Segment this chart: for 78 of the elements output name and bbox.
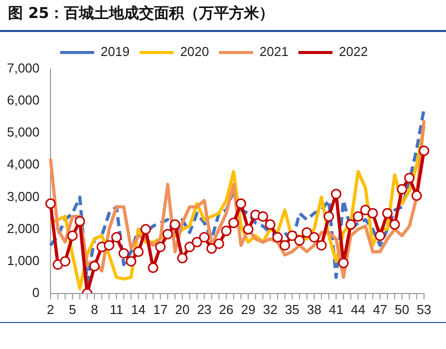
x-tick-label: 35 [284,302,300,317]
x-tick-label: 38 [306,302,322,317]
point [374,230,386,241]
point [60,256,70,267]
point [111,232,122,243]
x-tick-label: 32 [262,302,278,317]
point [411,190,422,201]
point [184,242,195,252]
point [67,230,78,241]
point [280,240,290,251]
point [243,224,254,235]
point [330,188,342,200]
x-tick-label: 11 [110,302,124,317]
point [89,260,100,272]
x-tick-label: 14 [131,302,146,317]
x-tick-label: 23 [197,302,212,317]
y-tick-label: 2,000 [6,220,40,236]
x-tick-label: 50 [394,302,410,317]
point [286,230,298,241]
x-tick-label: 47 [372,302,388,317]
x-tick-label: 41 [328,302,344,317]
point [264,219,276,230]
point [177,252,188,264]
x-tick-label: 44 [350,302,366,317]
point [162,228,173,240]
point [192,236,202,248]
x-tick-label: 29 [241,302,256,317]
point [118,248,130,259]
point [148,262,158,274]
y-tick-label: 0 [32,284,40,300]
point [214,238,224,249]
point [294,235,305,246]
point [316,240,327,251]
y-tick-label: 3,000 [6,188,40,204]
legend-label: 2022 [338,44,368,60]
y-tick-label: 1,000 [6,252,40,268]
point [104,240,114,251]
point [221,226,232,236]
point [308,232,320,243]
y-tick-label: 5,000 [6,124,40,140]
point [126,256,136,267]
point [338,258,349,268]
point [236,198,246,209]
point [199,232,210,243]
point [352,211,364,222]
point [155,242,166,252]
point [382,208,393,219]
point [367,208,378,219]
y-tick-label: 7,000 [6,60,40,76]
point [324,211,334,222]
point [206,243,217,254]
point [170,219,180,230]
legend-label: 2019 [100,44,130,60]
point [418,145,430,156]
point [74,216,86,227]
point [404,172,415,184]
y-tick-label: 4,000 [6,156,40,172]
point [346,219,356,230]
point [258,211,268,222]
point [133,246,144,257]
x-tick-label: 5 [68,302,76,317]
point [272,232,283,243]
x-tick-label: 17 [153,302,168,317]
point [389,219,400,230]
x-tick-label: 8 [90,302,98,317]
point [302,227,312,238]
legend-label: 2020 [180,44,209,60]
y-tick-label: 6,000 [6,92,40,108]
x-tick-label: 2 [46,302,54,317]
point [396,184,408,194]
point [45,198,56,209]
point [228,218,239,228]
x-tick-label: 20 [175,302,190,317]
x-tick-label: 53 [416,302,432,317]
point [140,224,151,235]
chart-title: 图 25：百城土地成交面积（万平方米） [8,4,274,23]
x-tick-label: 26 [219,302,234,317]
legend-label: 2021 [260,44,288,60]
